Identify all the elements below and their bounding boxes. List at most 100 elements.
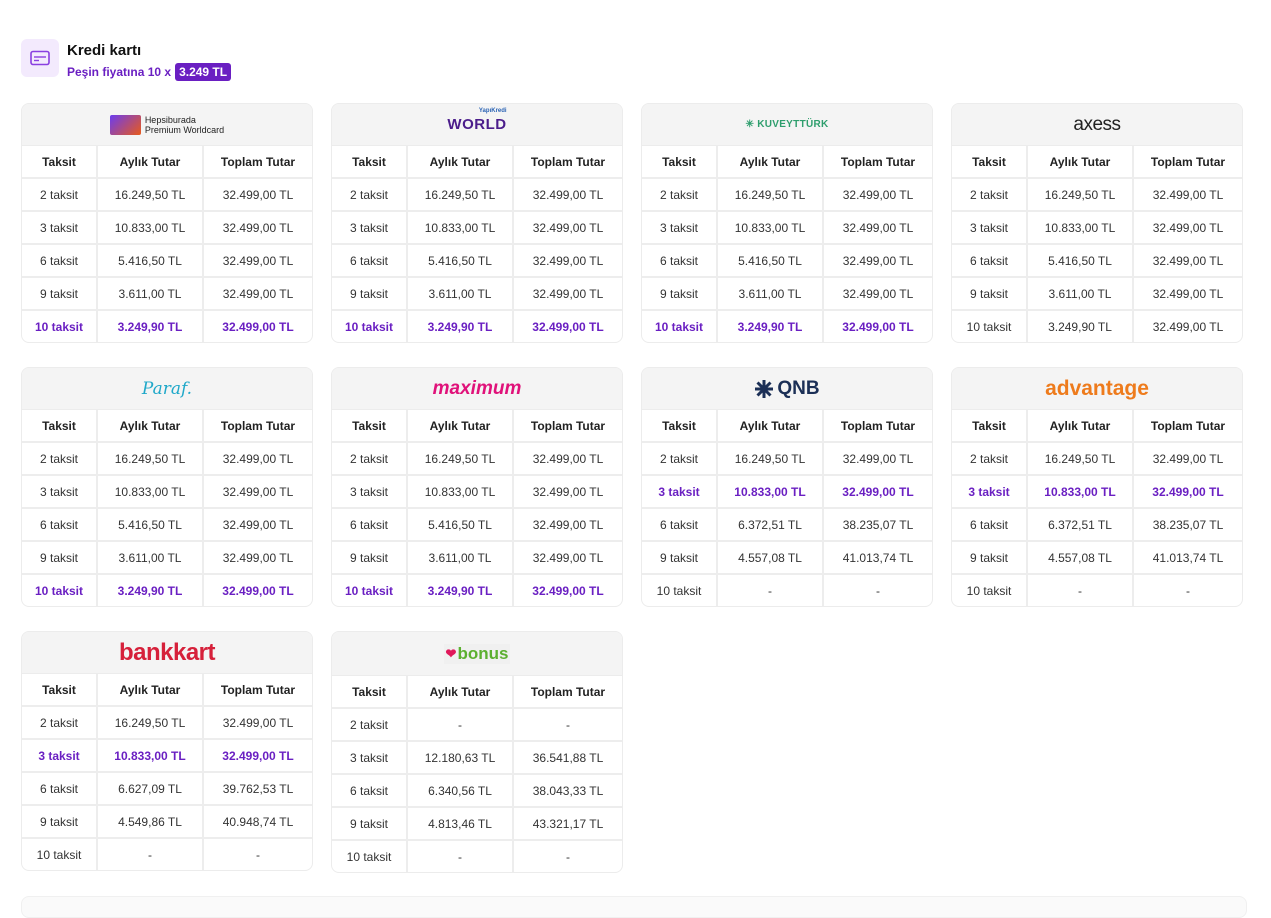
- total-amount: 32.499,00 TL: [203, 475, 312, 509]
- monthly-amount: 10.833,00 TL: [97, 739, 204, 773]
- column-header: Aylık Tutar: [97, 674, 204, 707]
- card-logo-advantage: advantage: [952, 368, 1242, 410]
- installment-count: 9 taksit: [22, 277, 98, 311]
- card-logo-bonus: ❤ bonus: [332, 632, 622, 676]
- column-header: Toplam Tutar: [1133, 410, 1242, 443]
- installment-count: 2 taksit: [952, 178, 1028, 212]
- logo-line1: Hepsiburada: [144, 114, 196, 125]
- table-row: 3 taksit 10.833,00 TL 32.499,00 TL: [952, 475, 1242, 509]
- logo-main: maximum: [432, 377, 522, 399]
- total-amount: 32.499,00 TL: [513, 475, 622, 509]
- logo-main: Paraf.: [141, 378, 193, 399]
- total-amount: 32.499,00 TL: [513, 442, 622, 476]
- table-row: 10 taksit 3.249,90 TL 32.499,00 TL: [22, 310, 312, 342]
- price-badge: 3.249 TL: [175, 63, 232, 81]
- installment-count: 10 taksit: [332, 574, 408, 606]
- installment-card-world: YapıKredi WORLD Taksit Aylık Tutar Toplam T…: [331, 103, 623, 343]
- total-amount: 32.499,00 TL: [203, 178, 312, 212]
- table-row: 9 taksit 3.611,00 TL 32.499,00 TL: [22, 277, 312, 311]
- column-header: Taksit: [952, 146, 1028, 179]
- monthly-amount: 3.611,00 TL: [1027, 277, 1134, 311]
- monthly-amount: 16.249,50 TL: [1027, 442, 1134, 476]
- table-row: 6 taksit 5.416,50 TL 32.499,00 TL: [22, 244, 312, 278]
- total-amount: -: [513, 708, 622, 742]
- column-header: Taksit: [22, 674, 98, 707]
- installment-table: Taksit Aylık Tutar Toplam Tutar 2 taksit - -3…: [332, 676, 622, 872]
- installment-count: 2 taksit: [22, 442, 98, 476]
- logo-main: QNB: [777, 377, 820, 399]
- column-header: Aylık Tutar: [1027, 146, 1134, 179]
- monthly-amount: 16.249,50 TL: [407, 442, 514, 476]
- installment-count: 2 taksit: [332, 442, 408, 476]
- installment-count: 3 taksit: [642, 475, 718, 509]
- installment-count: 9 taksit: [22, 541, 98, 575]
- monthly-amount: 10.833,00 TL: [97, 211, 204, 245]
- column-header: Taksit: [642, 146, 718, 179]
- monthly-amount: 4.813,46 TL: [407, 807, 514, 841]
- logo-main: WORLD: [447, 116, 507, 133]
- monthly-amount: 16.249,50 TL: [1027, 178, 1134, 212]
- monthly-amount: 3.249,90 TL: [97, 310, 204, 342]
- installment-card-kuveytturk: ✳ KUVEYTTÜRK Taksit Aylık Tutar Toplam Tut…: [641, 103, 933, 343]
- installment-count: 6 taksit: [332, 774, 408, 808]
- total-amount: 36.541,88 TL: [513, 741, 622, 775]
- table-row: 9 taksit 4.557,08 TL 41.013,74 TL: [642, 541, 932, 575]
- monthly-amount: 16.249,50 TL: [717, 178, 824, 212]
- monthly-amount: 16.249,50 TL: [97, 706, 204, 740]
- installment-count: 10 taksit: [642, 574, 718, 606]
- table-row: 3 taksit 10.833,00 TL 32.499,00 TL: [332, 211, 622, 245]
- installment-table: Taksit Aylık Tutar Toplam Tutar 2 taksit 16.…: [642, 410, 932, 606]
- total-amount: 32.499,00 TL: [842, 319, 914, 334]
- logo-main: KUVEYTTÜRK: [757, 119, 829, 130]
- monthly-amount: 3.249,90 TL: [717, 310, 824, 342]
- table-row: 2 taksit 16.249,50 TL 32.499,00 TL: [22, 442, 312, 476]
- logo-main: bankkart: [118, 638, 216, 666]
- monthly-amount: 5.416,50 TL: [717, 244, 824, 278]
- qnb-star-icon: [755, 379, 774, 398]
- table-row: 2 taksit 16.249,50 TL 32.499,00 TL: [332, 178, 622, 212]
- installment-count: 3 taksit: [952, 211, 1028, 245]
- table-row: 2 taksit 16.249,50 TL 32.499,00 TL: [952, 178, 1242, 212]
- table-row: 2 taksit 16.249,50 TL 32.499,00 TL: [952, 442, 1242, 476]
- installment-count: 9 taksit: [332, 541, 408, 575]
- total-amount: 32.499,00 TL: [203, 706, 312, 740]
- installment-count: 2 taksit: [22, 706, 98, 740]
- column-header: Toplam Tutar: [823, 146, 932, 179]
- total-amount: 43.321,17 TL: [513, 807, 622, 841]
- section-title: Kredi kartı: [67, 42, 142, 59]
- table-row: 9 taksit 3.611,00 TL 32.499,00 TL: [22, 541, 312, 575]
- monthly-amount: 5.416,50 TL: [1027, 244, 1134, 278]
- installment-count: 2 taksit: [332, 708, 408, 742]
- installment-count: 6 taksit: [22, 508, 98, 542]
- table-row: 10 taksit 3.249,90 TL 32.499,00 TL: [22, 574, 312, 606]
- table-row: 6 taksit 5.416,50 TL 32.499,00 TL: [952, 244, 1242, 278]
- table-row: 10 taksit 3.249,90 TL 32.499,00 TL: [332, 574, 622, 606]
- installment-table: Taksit Aylık Tutar Toplam Tutar 2 taksit 16.…: [332, 410, 622, 606]
- column-header: Aylık Tutar: [407, 146, 514, 179]
- table-row: 3 taksit 10.833,00 TL 32.499,00 TL: [952, 211, 1242, 245]
- monthly-amount: 6.340,56 TL: [407, 774, 514, 808]
- total-amount: 32.499,00 TL: [222, 319, 294, 334]
- table-row: 2 taksit 16.249,50 TL 32.499,00 TL: [332, 442, 622, 476]
- total-amount: 32.499,00 TL: [1133, 442, 1242, 476]
- column-header: Aylık Tutar: [717, 410, 824, 443]
- monthly-amount: 3.611,00 TL: [407, 277, 514, 311]
- total-amount: 32.499,00 TL: [1133, 277, 1242, 311]
- column-header: Taksit: [642, 410, 718, 443]
- total-amount: -: [566, 849, 570, 864]
- installment-count: 9 taksit: [332, 807, 408, 841]
- total-amount: 32.499,00 TL: [203, 211, 312, 245]
- total-amount: -: [1186, 583, 1190, 598]
- installment-count: 9 taksit: [952, 541, 1028, 575]
- installment-count: 10 taksit: [642, 310, 718, 342]
- total-amount: -: [256, 847, 260, 862]
- column-header: Taksit: [332, 146, 408, 179]
- table-row: 3 taksit 10.833,00 TL 32.499,00 TL: [642, 211, 932, 245]
- monthly-amount: 5.416,50 TL: [97, 244, 204, 278]
- table-row: 10 taksit - -: [952, 574, 1242, 606]
- column-header: Aylık Tutar: [717, 146, 824, 179]
- installment-count: 3 taksit: [332, 211, 408, 245]
- installment-table: Taksit Aylık Tutar Toplam Tutar 2 taksit 16.…: [22, 410, 312, 606]
- monthly-amount: 16.249,50 TL: [97, 178, 204, 212]
- monthly-amount: 3.249,90 TL: [407, 310, 514, 342]
